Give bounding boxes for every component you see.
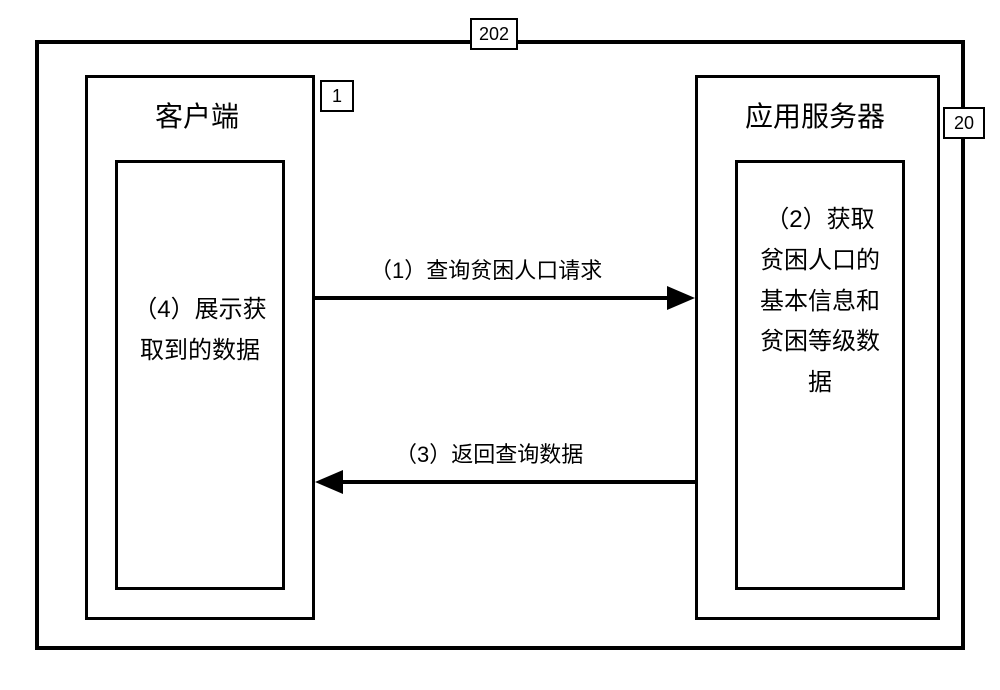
server-inner-line5: 据: [808, 369, 832, 396]
server-inner-line2: 贫困人口的: [760, 247, 880, 274]
client-inner-text: （4）展示获 取到的数据: [115, 290, 285, 372]
message-1-arrow: [315, 286, 695, 310]
server-box-label-text: 20: [954, 113, 974, 134]
message-1-text: （1）查询贫困人口请求: [370, 253, 602, 285]
outer-box-label-text: 202: [479, 24, 509, 45]
outer-box-label: 202: [470, 18, 518, 50]
server-title: 应用服务器: [745, 95, 885, 135]
server-box-label: 20: [943, 107, 985, 139]
server-inner-line3: 基本信息和: [760, 288, 880, 315]
server-inner-line4: 贫困等级数: [760, 328, 880, 355]
client-inner-box: [115, 160, 285, 590]
client-box-label: 1: [320, 80, 354, 112]
client-inner-line2: 取到的数据: [140, 337, 260, 364]
message-3-text: （3）返回查询数据: [395, 437, 583, 469]
server-inner-line1: （2）获取: [765, 206, 874, 233]
diagram-canvas: 202 客户端 1 （4）展示获 取到的数据 应用服务器 20 （2）获取 贫困…: [0, 0, 1000, 690]
message-3-arrow: [315, 470, 695, 494]
client-title: 客户端: [155, 95, 239, 135]
client-box-label-text: 1: [332, 86, 342, 107]
server-inner-text: （2）获取 贫困人口的 基本信息和 贫困等级数 据: [735, 200, 905, 404]
client-inner-line1: （4）展示获: [133, 296, 266, 323]
